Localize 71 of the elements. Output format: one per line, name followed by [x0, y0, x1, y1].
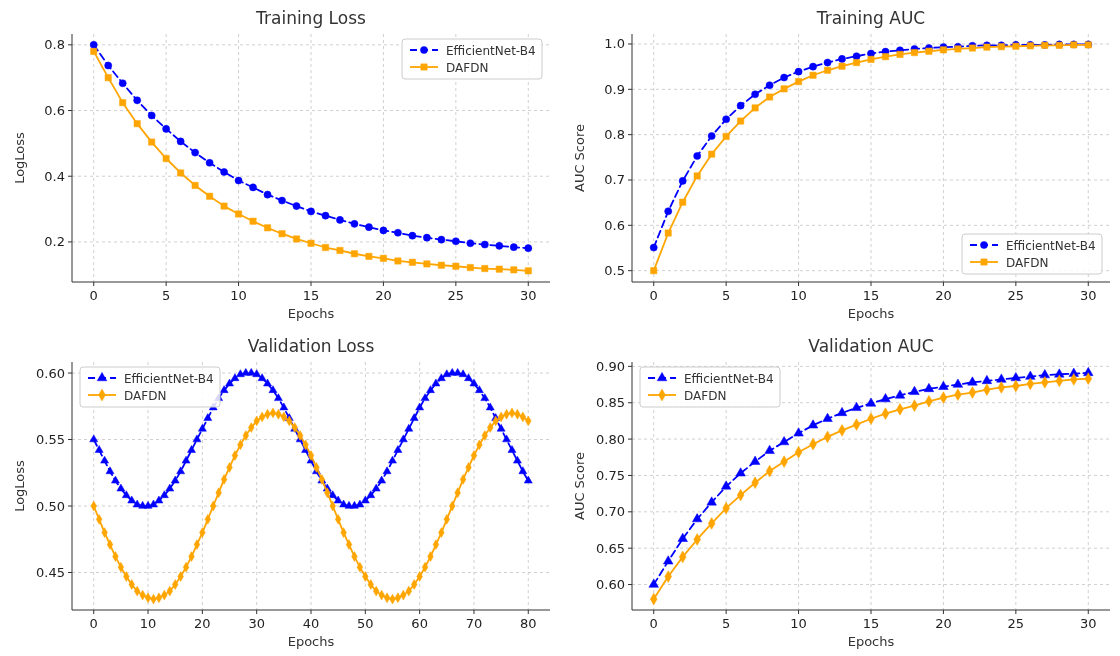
x-tick-label: 25: [1007, 288, 1025, 303]
x-tick-label: 0: [89, 616, 98, 631]
x-axis-title: Epochs: [287, 634, 335, 649]
x-tick-label: 25: [1007, 616, 1025, 631]
y-tick-label: 0.50: [36, 498, 65, 514]
y-tick-label: 0.55: [36, 432, 65, 448]
legend-label: DAFDN: [124, 388, 167, 403]
x-tick-label: 15: [862, 616, 880, 631]
x-tick-label: 5: [722, 616, 731, 631]
legend-label: EfficientNet-B4: [446, 43, 536, 58]
y-axis-title: LogLoss: [12, 131, 27, 184]
x-tick-label: 30: [248, 616, 265, 631]
x-tick-label: 10: [790, 616, 807, 631]
y-tick-label: 0.45: [36, 565, 65, 580]
y-tick-label: 0.65: [596, 540, 625, 556]
x-tick-label: 30: [1080, 288, 1097, 303]
y-tick-label: 0.85: [596, 395, 625, 411]
x-tick-label: 30: [1080, 616, 1097, 631]
y-axis-title: AUC Score: [572, 123, 587, 193]
x-tick-label: 60: [411, 616, 428, 631]
chart-title: Training AUC: [815, 8, 926, 28]
y-tick-label: 0.60: [36, 365, 65, 381]
y-tick-label: 0.75: [596, 467, 625, 483]
x-tick-label: 0: [649, 288, 658, 303]
legend-label: DAFDN: [446, 60, 489, 75]
y-tick-label: 0.5: [604, 263, 625, 279]
legend-label: EfficientNet-B4: [124, 371, 214, 386]
y-tick-label: 0.2: [44, 234, 65, 250]
x-tick-label: 25: [447, 288, 465, 303]
x-tick-label: 15: [862, 288, 880, 303]
x-tick-label: 0: [649, 616, 658, 631]
legend-label: DAFDN: [684, 388, 727, 403]
x-tick-label: 40: [302, 616, 320, 631]
x-tick-label: 20: [935, 288, 952, 303]
x-tick-label: 30: [520, 288, 537, 303]
y-axis-title: LogLoss: [12, 459, 27, 512]
legend-label: DAFDN: [1006, 255, 1049, 270]
y-tick-label: 0.6: [604, 217, 625, 233]
x-tick-label: 70: [465, 616, 483, 631]
y-tick-label: 0.80: [596, 431, 625, 447]
y-tick-label: 0.90: [596, 358, 625, 374]
x-tick-label: 20: [194, 616, 211, 631]
y-tick-label: 1.0: [604, 36, 625, 52]
y-axis-title: AUC Score: [572, 451, 587, 521]
x-axis-title: Epochs: [287, 306, 335, 321]
x-tick-label: 80: [520, 616, 537, 631]
x-tick-label: 50: [357, 616, 374, 631]
x-tick-label: 20: [935, 616, 952, 631]
y-tick-label: 0.8: [44, 37, 65, 53]
x-tick-label: 15: [302, 288, 320, 303]
chart-title: Validation Loss: [247, 336, 375, 356]
x-tick-label: 10: [139, 616, 157, 631]
chart-title: Training Loss: [255, 8, 367, 28]
x-tick-label: 5: [722, 288, 731, 303]
chart-title: Validation AUC: [808, 336, 934, 356]
x-axis-title: Epochs: [847, 306, 895, 321]
y-tick-label: 0.60: [596, 577, 625, 593]
x-tick-label: 5: [162, 288, 171, 303]
y-tick-label: 0.6: [44, 103, 65, 119]
x-tick-label: 10: [230, 288, 247, 303]
y-tick-label: 0.7: [604, 172, 625, 188]
y-tick-label: 0.70: [596, 504, 625, 520]
x-axis-title: Epochs: [847, 634, 895, 649]
y-tick-label: 0.4: [44, 168, 65, 184]
x-tick-label: 10: [790, 288, 807, 303]
x-tick-label: 20: [375, 288, 392, 303]
x-tick-label: 0: [89, 288, 98, 303]
legend-label: EfficientNet-B4: [1006, 238, 1096, 253]
y-tick-label: 0.9: [604, 81, 625, 97]
legend-label: EfficientNet-B4: [684, 371, 774, 386]
y-tick-label: 0.8: [604, 127, 625, 143]
